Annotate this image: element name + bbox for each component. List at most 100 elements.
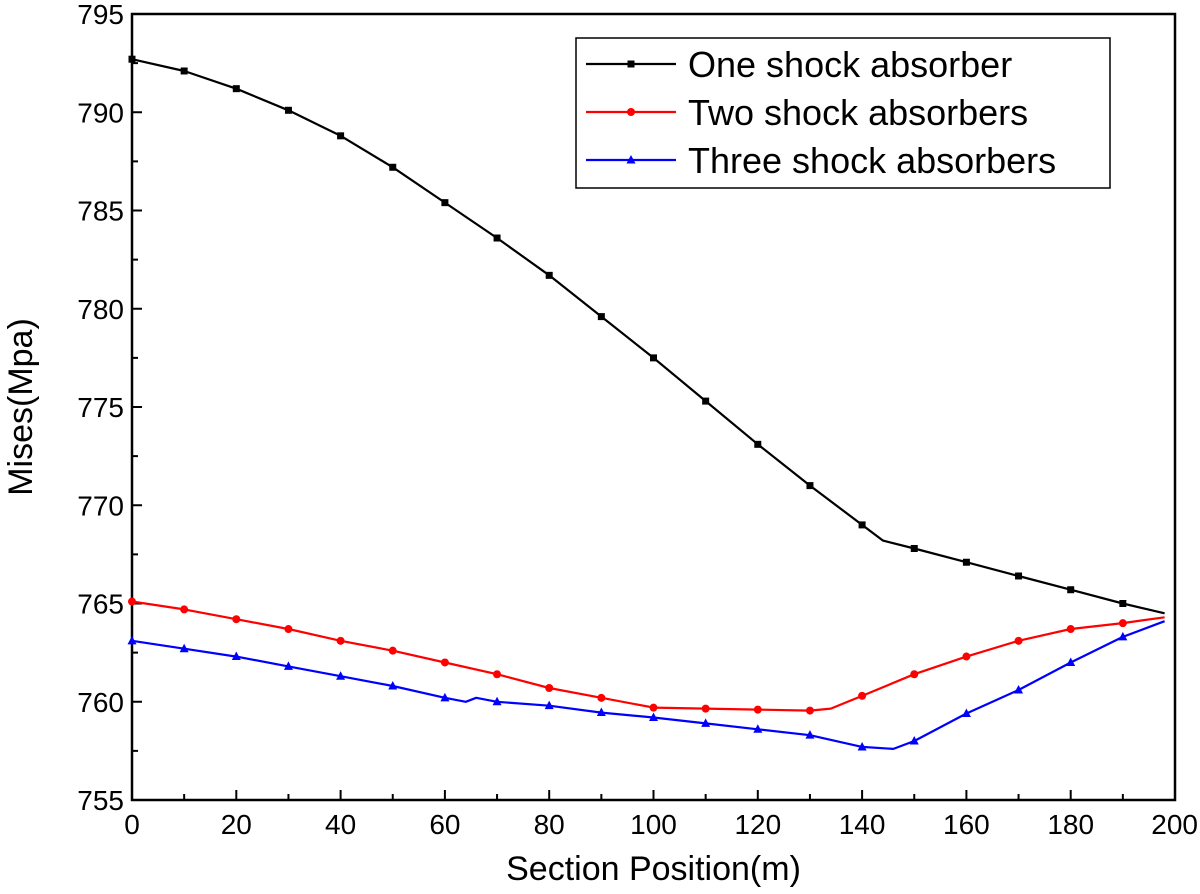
data-point xyxy=(284,625,293,634)
y-tick-label: 785 xyxy=(77,196,124,227)
data-point xyxy=(753,705,762,714)
data-point xyxy=(597,313,605,321)
series-1 xyxy=(128,55,1165,615)
y-tick-label: 755 xyxy=(77,785,124,816)
x-tick-label: 200 xyxy=(1151,809,1198,840)
data-point xyxy=(440,658,449,667)
data-point xyxy=(753,724,763,733)
data-point xyxy=(1119,600,1127,607)
x-tick-label: 40 xyxy=(325,809,356,840)
data-point xyxy=(128,55,136,63)
x-tick-label: 160 xyxy=(943,809,990,840)
series-layer xyxy=(127,55,1165,751)
data-point xyxy=(128,597,136,606)
legend-label: One shock absorber xyxy=(688,44,1012,85)
y-axis: 755 760 765 770 775 780 785 790 795 xyxy=(77,0,142,816)
data-point xyxy=(179,643,189,653)
data-point xyxy=(440,692,450,702)
y-axis-title: Mises(Mpa) xyxy=(2,318,40,496)
series-line xyxy=(131,58,1165,615)
data-point xyxy=(1066,625,1075,634)
data-point xyxy=(1014,684,1024,694)
data-point xyxy=(910,544,918,552)
data-point xyxy=(388,681,398,690)
data-point xyxy=(1067,586,1075,594)
x-tick-label: 20 xyxy=(221,809,252,840)
data-point xyxy=(337,132,345,140)
data-point xyxy=(858,521,866,529)
legend-marker xyxy=(626,155,636,164)
data-point xyxy=(596,707,606,717)
data-point xyxy=(231,651,241,661)
data-point xyxy=(127,635,137,645)
data-point xyxy=(858,691,867,700)
legend-marker xyxy=(627,108,635,116)
data-point xyxy=(597,693,606,702)
x-axis: 0 20 40 60 80 100 120 140 160 180 200 xyxy=(124,790,1198,840)
data-point xyxy=(1015,572,1023,580)
x-tick-label: 180 xyxy=(1047,809,1094,840)
x-tick-label: 100 xyxy=(630,809,677,840)
x-axis-title: Section Position(m) xyxy=(506,850,801,888)
x-tick-label: 120 xyxy=(734,809,781,840)
x-tick-label: 80 xyxy=(534,809,565,840)
data-point xyxy=(910,670,919,679)
data-point xyxy=(806,482,814,490)
data-point xyxy=(702,397,710,405)
legend-item: Two shock absorbers xyxy=(586,92,1028,133)
y-tick-label: 780 xyxy=(77,294,124,325)
y-tick-label: 770 xyxy=(77,490,124,521)
legend-label: Two shock absorbers xyxy=(688,92,1028,133)
data-point xyxy=(180,605,189,614)
series-2 xyxy=(128,597,1165,715)
data-point xyxy=(232,615,241,624)
data-point xyxy=(1118,631,1128,641)
x-tick-label: 60 xyxy=(429,809,460,840)
data-point xyxy=(701,704,710,713)
data-point xyxy=(1118,619,1127,628)
data-point xyxy=(336,636,345,645)
series-line xyxy=(131,600,1165,712)
data-point xyxy=(545,271,553,279)
y-tick-label: 760 xyxy=(77,687,124,718)
data-point xyxy=(388,646,397,655)
data-point xyxy=(493,670,502,679)
data-point xyxy=(857,741,867,751)
data-point xyxy=(283,661,293,670)
data-point xyxy=(805,730,815,739)
data-point xyxy=(1066,657,1076,666)
x-tick-label: 0 xyxy=(124,809,140,840)
data-point xyxy=(805,706,814,715)
x-tick-label: 140 xyxy=(839,809,886,840)
data-point xyxy=(962,558,970,566)
data-point xyxy=(754,440,762,448)
data-point xyxy=(701,718,711,727)
data-point xyxy=(336,671,346,680)
series-3 xyxy=(127,620,1165,751)
legend-item: One shock absorber xyxy=(586,44,1012,85)
data-point xyxy=(650,354,657,362)
data-point xyxy=(649,712,658,721)
series-line xyxy=(131,620,1165,751)
y-tick-label: 765 xyxy=(77,589,124,620)
y-tick-label: 790 xyxy=(77,97,124,128)
data-point xyxy=(544,700,554,710)
data-point xyxy=(232,85,240,93)
data-point xyxy=(909,736,919,745)
data-point xyxy=(493,234,501,242)
data-point xyxy=(180,67,188,75)
data-point xyxy=(962,652,971,661)
data-point xyxy=(441,199,449,207)
data-point xyxy=(545,683,554,692)
legend: One shock absorber Two shock absorbers Thr… xyxy=(575,37,1111,189)
data-point xyxy=(961,708,971,718)
data-point xyxy=(492,696,502,706)
legend-item: Three shock absorbers xyxy=(586,140,1056,181)
data-point xyxy=(389,163,397,171)
data-point xyxy=(1014,636,1023,645)
legend-label: Three shock absorbers xyxy=(688,140,1056,181)
y-tick-label: 795 xyxy=(77,0,124,30)
legend-marker xyxy=(627,60,635,68)
data-point xyxy=(649,703,658,712)
